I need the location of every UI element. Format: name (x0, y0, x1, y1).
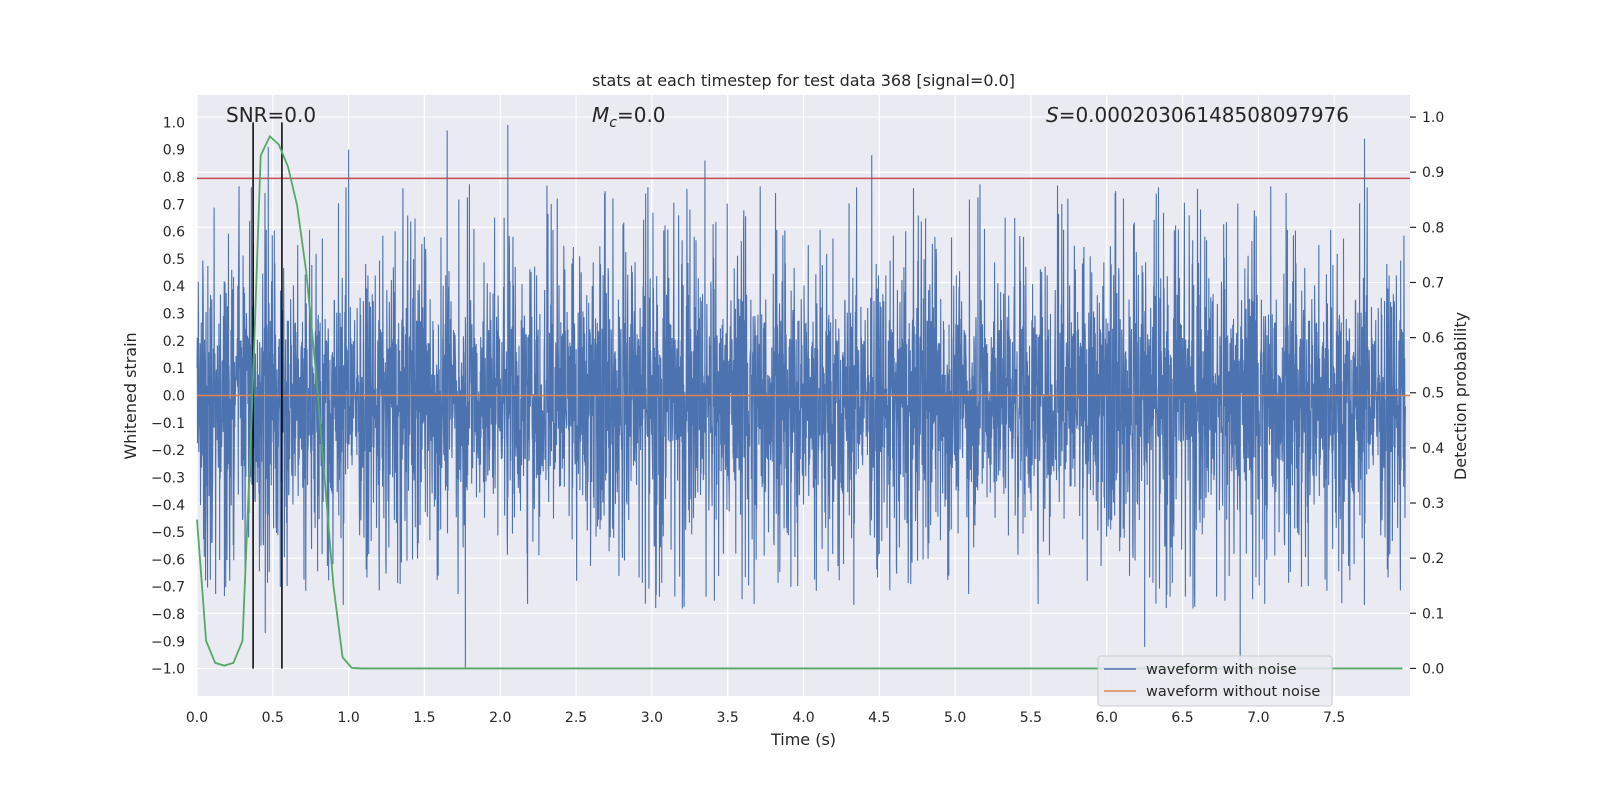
y-right-tick-label: 0.1 (1422, 606, 1444, 622)
x-tick-label: 7.5 (1323, 710, 1345, 726)
y-left-tick-label: 0.5 (163, 252, 185, 268)
x-tick-label: 0.0 (186, 710, 208, 726)
probability-line (196, 134, 1403, 670)
y-axis-left-ticks: 1.0 0.9 0.8 0.7 0.6 0.5 0.4 0.3 0.2 0.1 0.0 −0.1 −0.… (151, 115, 185, 677)
y-axis-left-label: Whitened strain (121, 332, 140, 459)
statistic-value: =0.00020306148508097976 (1059, 103, 1349, 127)
y-left-tick-label: 0.1 (163, 361, 185, 377)
x-axis-ticks: 0.0 0.5 1.0 1.5 2.0 2.5 3.0 3.5 4.0 4.5 5.0 5.5 6.0 6… (186, 710, 1345, 726)
x-tick-label: 2.0 (489, 710, 511, 726)
y-left-tick-label: −0.9 (151, 634, 185, 650)
statistic-annotation: S=0.00020306148508097976 (1046, 103, 1349, 127)
y-right-tick-label: 0.5 (1422, 386, 1444, 402)
series-waveform-with-noise (196, 125, 1406, 669)
y-left-tick-label: 0.0 (163, 389, 185, 405)
y-left-tick-label: −0.5 (151, 525, 185, 541)
y-left-tick-label: 0.4 (163, 279, 185, 295)
y-right-tick-label: 0.0 (1422, 661, 1444, 677)
noise-line (196, 125, 1406, 669)
x-tick-label: 1.0 (337, 710, 359, 726)
legend-entry-waveform-without-noise: waveform without noise (1146, 684, 1320, 700)
y-left-tick-label: −0.4 (151, 498, 185, 514)
y-right-tick-label: 0.9 (1422, 165, 1444, 181)
x-tick-label: 6.5 (1171, 710, 1193, 726)
y-right-tick-label: 0.3 (1422, 496, 1444, 512)
y-left-tick-label: 1.0 (163, 115, 185, 131)
chirp-mass-symbol: M (592, 103, 609, 127)
y-left-tick-label: −0.1 (151, 416, 185, 432)
y-left-tick-label: 0.6 (163, 225, 185, 241)
y-left-tick-label: −0.6 (151, 552, 185, 568)
x-tick-label: 3.0 (641, 710, 663, 726)
x-tick-label: 5.5 (1020, 710, 1042, 726)
x-axis-label: Time (s) (770, 730, 836, 749)
y-right-tick-label: 0.7 (1422, 275, 1444, 291)
chirp-mass-annotation: Mc=0.0 (592, 103, 666, 131)
y-left-tick-label: 0.3 (163, 307, 185, 323)
y-right-tick-label: 0.2 (1422, 551, 1444, 567)
y-left-tick-label: −1.0 (151, 662, 185, 678)
y-left-tick-label: −0.7 (151, 580, 185, 596)
y-axis-right-ticks: 1.0 0.9 0.8 0.7 0.6 0.5 0.4 0.3 0.2 0.1 0.0 (1410, 110, 1444, 677)
snr-annotation: SNR=0.0 (226, 103, 316, 127)
y-left-tick-label: 0.7 (163, 197, 185, 213)
x-tick-label: 0.5 (262, 710, 284, 726)
legend: waveform with noise waveform without noi… (1097, 655, 1333, 707)
y-right-tick-label: 1.0 (1422, 110, 1444, 126)
y-left-tick-label: 0.2 (163, 334, 185, 350)
x-tick-label: 3.5 (717, 710, 739, 726)
x-tick-label: 1.5 (413, 710, 435, 726)
x-tick-label: 6.0 (1096, 710, 1118, 726)
y-left-tick-label: −0.8 (151, 607, 185, 623)
y-right-tick-label: 0.6 (1422, 331, 1444, 347)
y-left-tick-label: −0.3 (151, 470, 185, 486)
x-tick-label: 4.5 (868, 710, 890, 726)
series-detection-probability (196, 134, 1403, 670)
y-left-tick-label: −0.2 (151, 443, 185, 459)
statistic-symbol: S (1046, 103, 1059, 127)
x-tick-label: 5.0 (944, 710, 966, 726)
chirp-mass-subscript: c (609, 115, 617, 131)
x-tick-label: 7.0 (1247, 710, 1269, 726)
y-left-tick-label: 0.8 (163, 170, 185, 186)
legend-entry-waveform-with-noise: waveform with noise (1146, 662, 1297, 678)
y-axis-right-label: Detection probability (1451, 312, 1470, 480)
x-tick-label: 2.5 (565, 710, 587, 726)
legend-box (1097, 655, 1333, 707)
y-left-tick-label: 0.9 (163, 143, 185, 159)
y-right-tick-label: 0.8 (1422, 220, 1444, 236)
chart-title: stats at each timestep for test data 368… (592, 71, 1015, 90)
x-tick-label: 4.0 (792, 710, 814, 726)
y-right-tick-label: 0.4 (1422, 441, 1444, 457)
chirp-mass-value: =0.0 (617, 103, 666, 127)
